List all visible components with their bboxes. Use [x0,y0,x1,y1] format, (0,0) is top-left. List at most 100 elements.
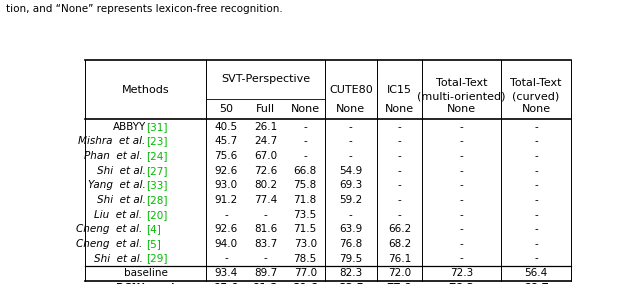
Text: -: - [534,180,538,190]
Text: 71.8: 71.8 [294,195,317,205]
Text: 77.4: 77.4 [254,195,277,205]
Text: Full: Full [256,104,275,114]
Text: -: - [397,166,401,176]
Text: Methods: Methods [122,85,170,95]
Text: 24.7: 24.7 [254,136,277,146]
Text: -: - [460,151,463,161]
Text: -: - [397,122,401,132]
Text: -: - [225,254,228,264]
Text: 75.8: 75.8 [294,180,317,190]
Text: Shi  et al.: Shi et al. [97,166,146,176]
Text: 40.5: 40.5 [214,122,238,132]
Text: 73.5: 73.5 [294,210,317,220]
Text: 45.7: 45.7 [214,136,238,146]
Text: Shi  et al.: Shi et al. [93,254,146,264]
Text: 73.0: 73.0 [294,239,317,249]
Text: 82.3: 82.3 [339,268,362,278]
Text: [23]: [23] [146,136,167,146]
Text: baseline: baseline [124,268,168,278]
Text: -: - [460,180,463,190]
Text: -: - [534,195,538,205]
Text: 69.3: 69.3 [339,180,362,190]
Text: Shi  et al.: Shi et al. [97,195,146,205]
Text: Phan  et al.: Phan et al. [84,151,146,161]
Text: -: - [460,239,463,249]
Text: ABBYY: ABBYY [113,122,146,132]
Text: 75.6: 75.6 [214,151,238,161]
Text: 80.2: 80.2 [254,180,277,190]
Text: [28]: [28] [146,195,167,205]
Text: Cheng  et al.: Cheng et al. [76,239,146,249]
Text: IC15: IC15 [387,85,412,95]
Text: None: None [447,104,476,114]
Text: -: - [534,254,538,264]
Text: -: - [460,224,463,234]
Text: [27]: [27] [146,166,167,176]
Text: 91.2: 91.2 [214,195,238,205]
Text: 66.8: 66.8 [294,166,317,176]
Text: 92.6: 92.6 [214,166,238,176]
Text: 92.6: 92.6 [214,224,238,234]
Text: 63.9: 63.9 [339,224,362,234]
Text: 72.0: 72.0 [388,268,411,278]
Text: Yang  et al.: Yang et al. [88,180,146,190]
Text: 95.0: 95.0 [213,283,239,284]
Text: 93.0: 93.0 [214,180,238,190]
Text: 54.9: 54.9 [339,166,362,176]
Text: -: - [534,224,538,234]
Text: -: - [349,136,353,146]
Text: None: None [522,104,550,114]
Text: -: - [303,122,307,132]
Text: -: - [397,151,401,161]
Text: -: - [534,210,538,220]
Text: [31]: [31] [146,122,167,132]
Text: -: - [397,136,401,146]
Text: [20]: [20] [146,210,167,220]
Text: 78.5: 78.5 [294,254,317,264]
Text: -: - [460,166,463,176]
Text: None: None [336,104,365,114]
Text: None: None [385,104,414,114]
Text: -: - [349,122,353,132]
Text: 66.7: 66.7 [523,283,549,284]
Text: -: - [534,239,538,249]
Text: -: - [460,136,463,146]
Text: [29]: [29] [146,254,167,264]
Text: -: - [264,210,268,220]
Text: 50: 50 [220,104,233,114]
Text: -: - [225,210,228,220]
Text: Total-Text
(curved): Total-Text (curved) [510,78,562,101]
Text: 91.2: 91.2 [253,283,278,284]
Text: 72.3: 72.3 [450,268,474,278]
Text: 72.6: 72.6 [254,166,277,176]
Text: -: - [303,151,307,161]
Text: tion, and “None” represents lexicon-free recognition.: tion, and “None” represents lexicon-free… [6,4,283,14]
Text: -: - [397,195,401,205]
Text: Cheng  et al.: Cheng et al. [76,224,146,234]
Text: -: - [534,151,538,161]
Text: RCN(ours): RCN(ours) [116,283,175,284]
Text: 93.4: 93.4 [214,268,238,278]
Text: [24]: [24] [146,151,167,161]
Text: 67.0: 67.0 [254,151,277,161]
Text: -: - [397,210,401,220]
Text: Total-Text
(multi-oriented): Total-Text (multi-oriented) [417,78,506,101]
Text: 88.5: 88.5 [338,283,364,284]
Text: -: - [460,210,463,220]
Text: SVT-Perspective: SVT-Perspective [221,74,310,84]
Text: 56.4: 56.4 [524,268,548,278]
Text: 26.1: 26.1 [254,122,277,132]
Text: 59.2: 59.2 [339,195,362,205]
Text: 68.2: 68.2 [388,239,411,249]
Text: [33]: [33] [146,180,167,190]
Text: Mishra  et al.: Mishra et al. [79,136,146,146]
Text: 77.1: 77.1 [387,283,412,284]
Text: -: - [534,166,538,176]
Text: [4]: [4] [146,224,161,234]
Text: -: - [349,210,353,220]
Text: Liu  et al.: Liu et al. [95,210,146,220]
Text: 80.6: 80.6 [292,283,318,284]
Text: 76.1: 76.1 [388,254,411,264]
Text: 76.3: 76.3 [449,283,475,284]
Text: -: - [264,254,268,264]
